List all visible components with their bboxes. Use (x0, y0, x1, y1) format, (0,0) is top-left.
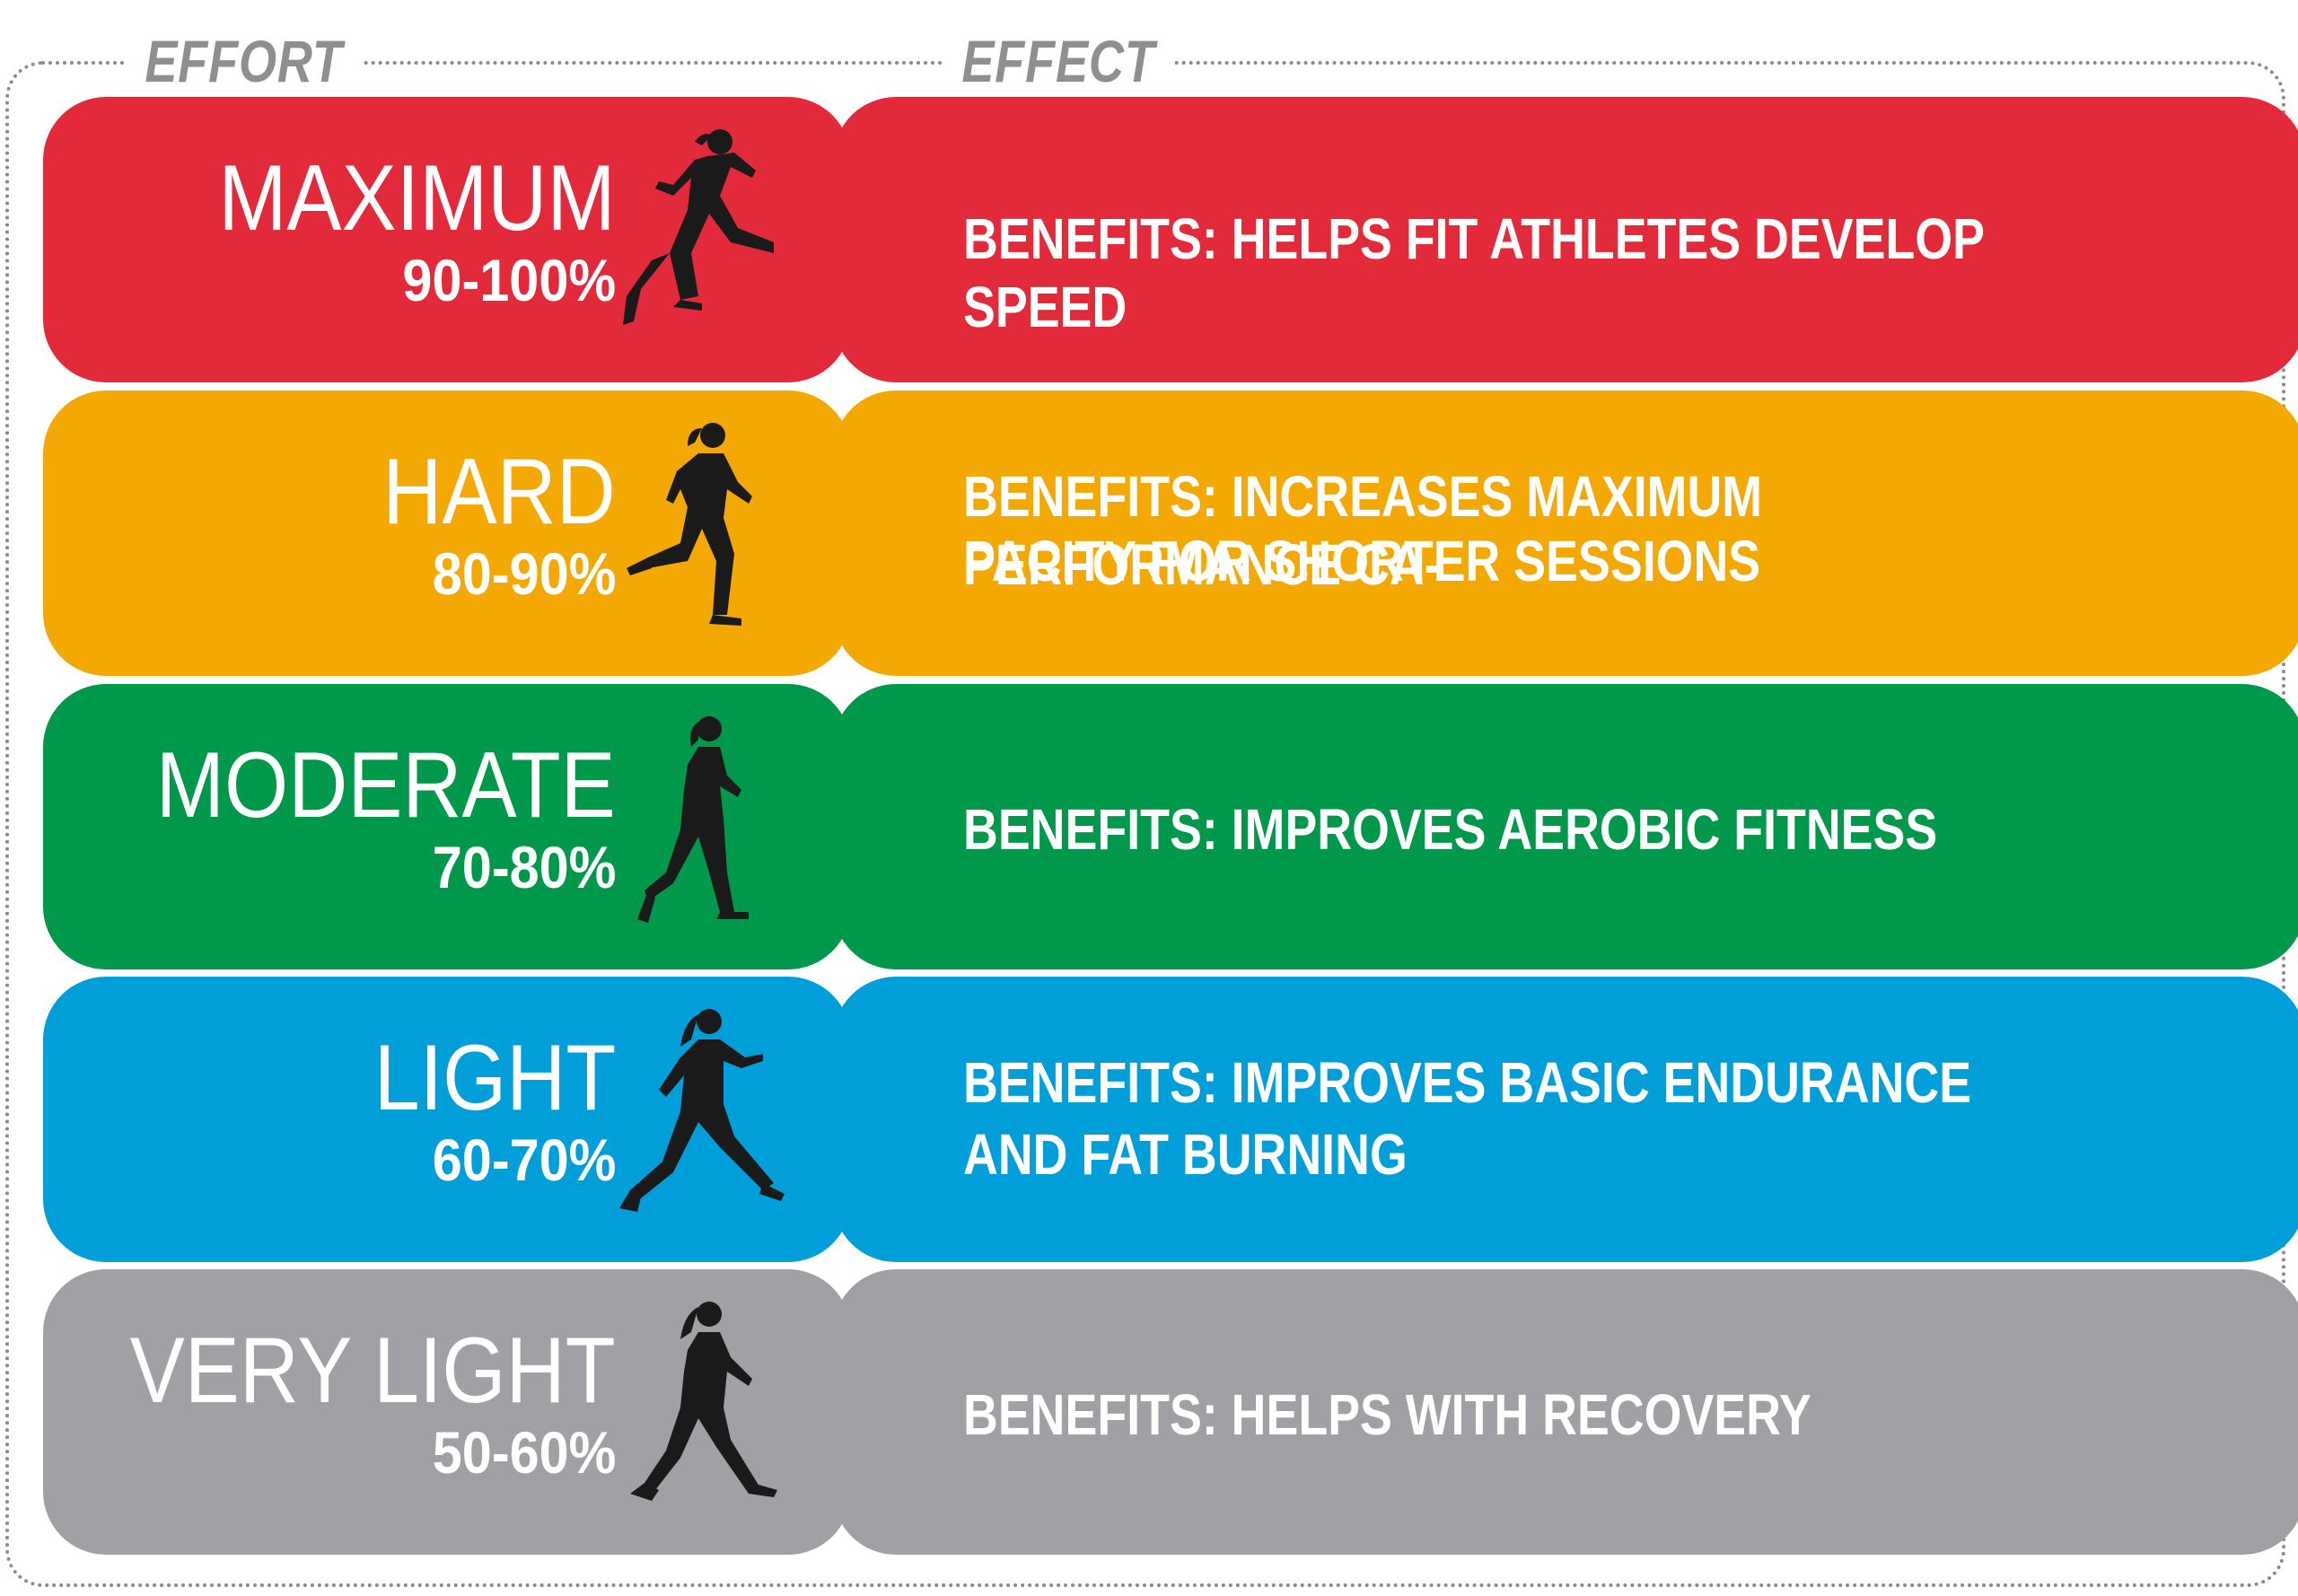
level-percent: 90-100% (402, 247, 616, 313)
effect-pill (833, 1269, 2298, 1555)
level-name: MAXIMUM (218, 146, 616, 250)
benefit-line-1: BENEFITS: HELPS WITH RECOVERY (963, 1382, 1811, 1447)
benefit-line-1: BENEFITS: IMPROVES AEROBIC FITNESS (963, 797, 1938, 862)
effect-header: EFFECT (943, 16, 1175, 106)
level-name: MODERATE (156, 733, 616, 837)
zone-row-very-light: VERY LIGHT 50-60% BENEFITS: HELPS WITH R… (43, 1251, 2298, 1555)
level-name: VERY LIGHT (130, 1319, 616, 1423)
effect-pill (833, 97, 2298, 382)
benefit-line-2: PACITY FOR SHORTER SESSIONS (963, 529, 1761, 593)
jogger-icon (609, 711, 788, 944)
level-percent: 50-60% (432, 1419, 616, 1486)
level-name: HARD (382, 440, 616, 544)
level-percent: 60-70% (432, 1127, 616, 1193)
brisk-walker-icon (609, 1004, 788, 1237)
zone-row-maximum: MAXIMUM 90-100% BENEFITS: HELPS FIT ATHL… (43, 79, 2298, 400)
benefit-line-1: BENEFITS: INCREASES MAXIMUM PERFORMANCE … (963, 464, 1763, 597)
effort-header: EFFORT (126, 16, 363, 106)
sprinter-icon (609, 124, 788, 357)
effect-pill (833, 977, 2298, 1262)
zone-row-moderate: MODERATE 70-80% BENEFITS: IMPROVES AEROB… (43, 666, 2298, 987)
zone-row-light: LIGHT 60-70% BENEFITS: IMPROVES BASIC EN… (43, 959, 2298, 1280)
runner-icon (609, 417, 788, 651)
effect-pill (833, 684, 2298, 969)
benefit-line-2: AND FAT BURNING (963, 1122, 1408, 1187)
level-percent: 80-90% (432, 540, 616, 607)
level-name: LIGHT (373, 1026, 616, 1130)
level-percent: 70-80% (432, 834, 616, 900)
walker-icon (609, 1296, 788, 1530)
zone-row-hard: HARD 80-90% BENEFITS: INCREASES MAXIMUM … (43, 373, 2298, 694)
benefit-line-1: BENEFITS: IMPROVES BASIC ENDURANCE (963, 1050, 1972, 1115)
effect-pill (833, 390, 2298, 676)
benefit-line-1: BENEFITS: HELPS FIT ATHLETES DEVELOP SPE… (963, 206, 1985, 339)
